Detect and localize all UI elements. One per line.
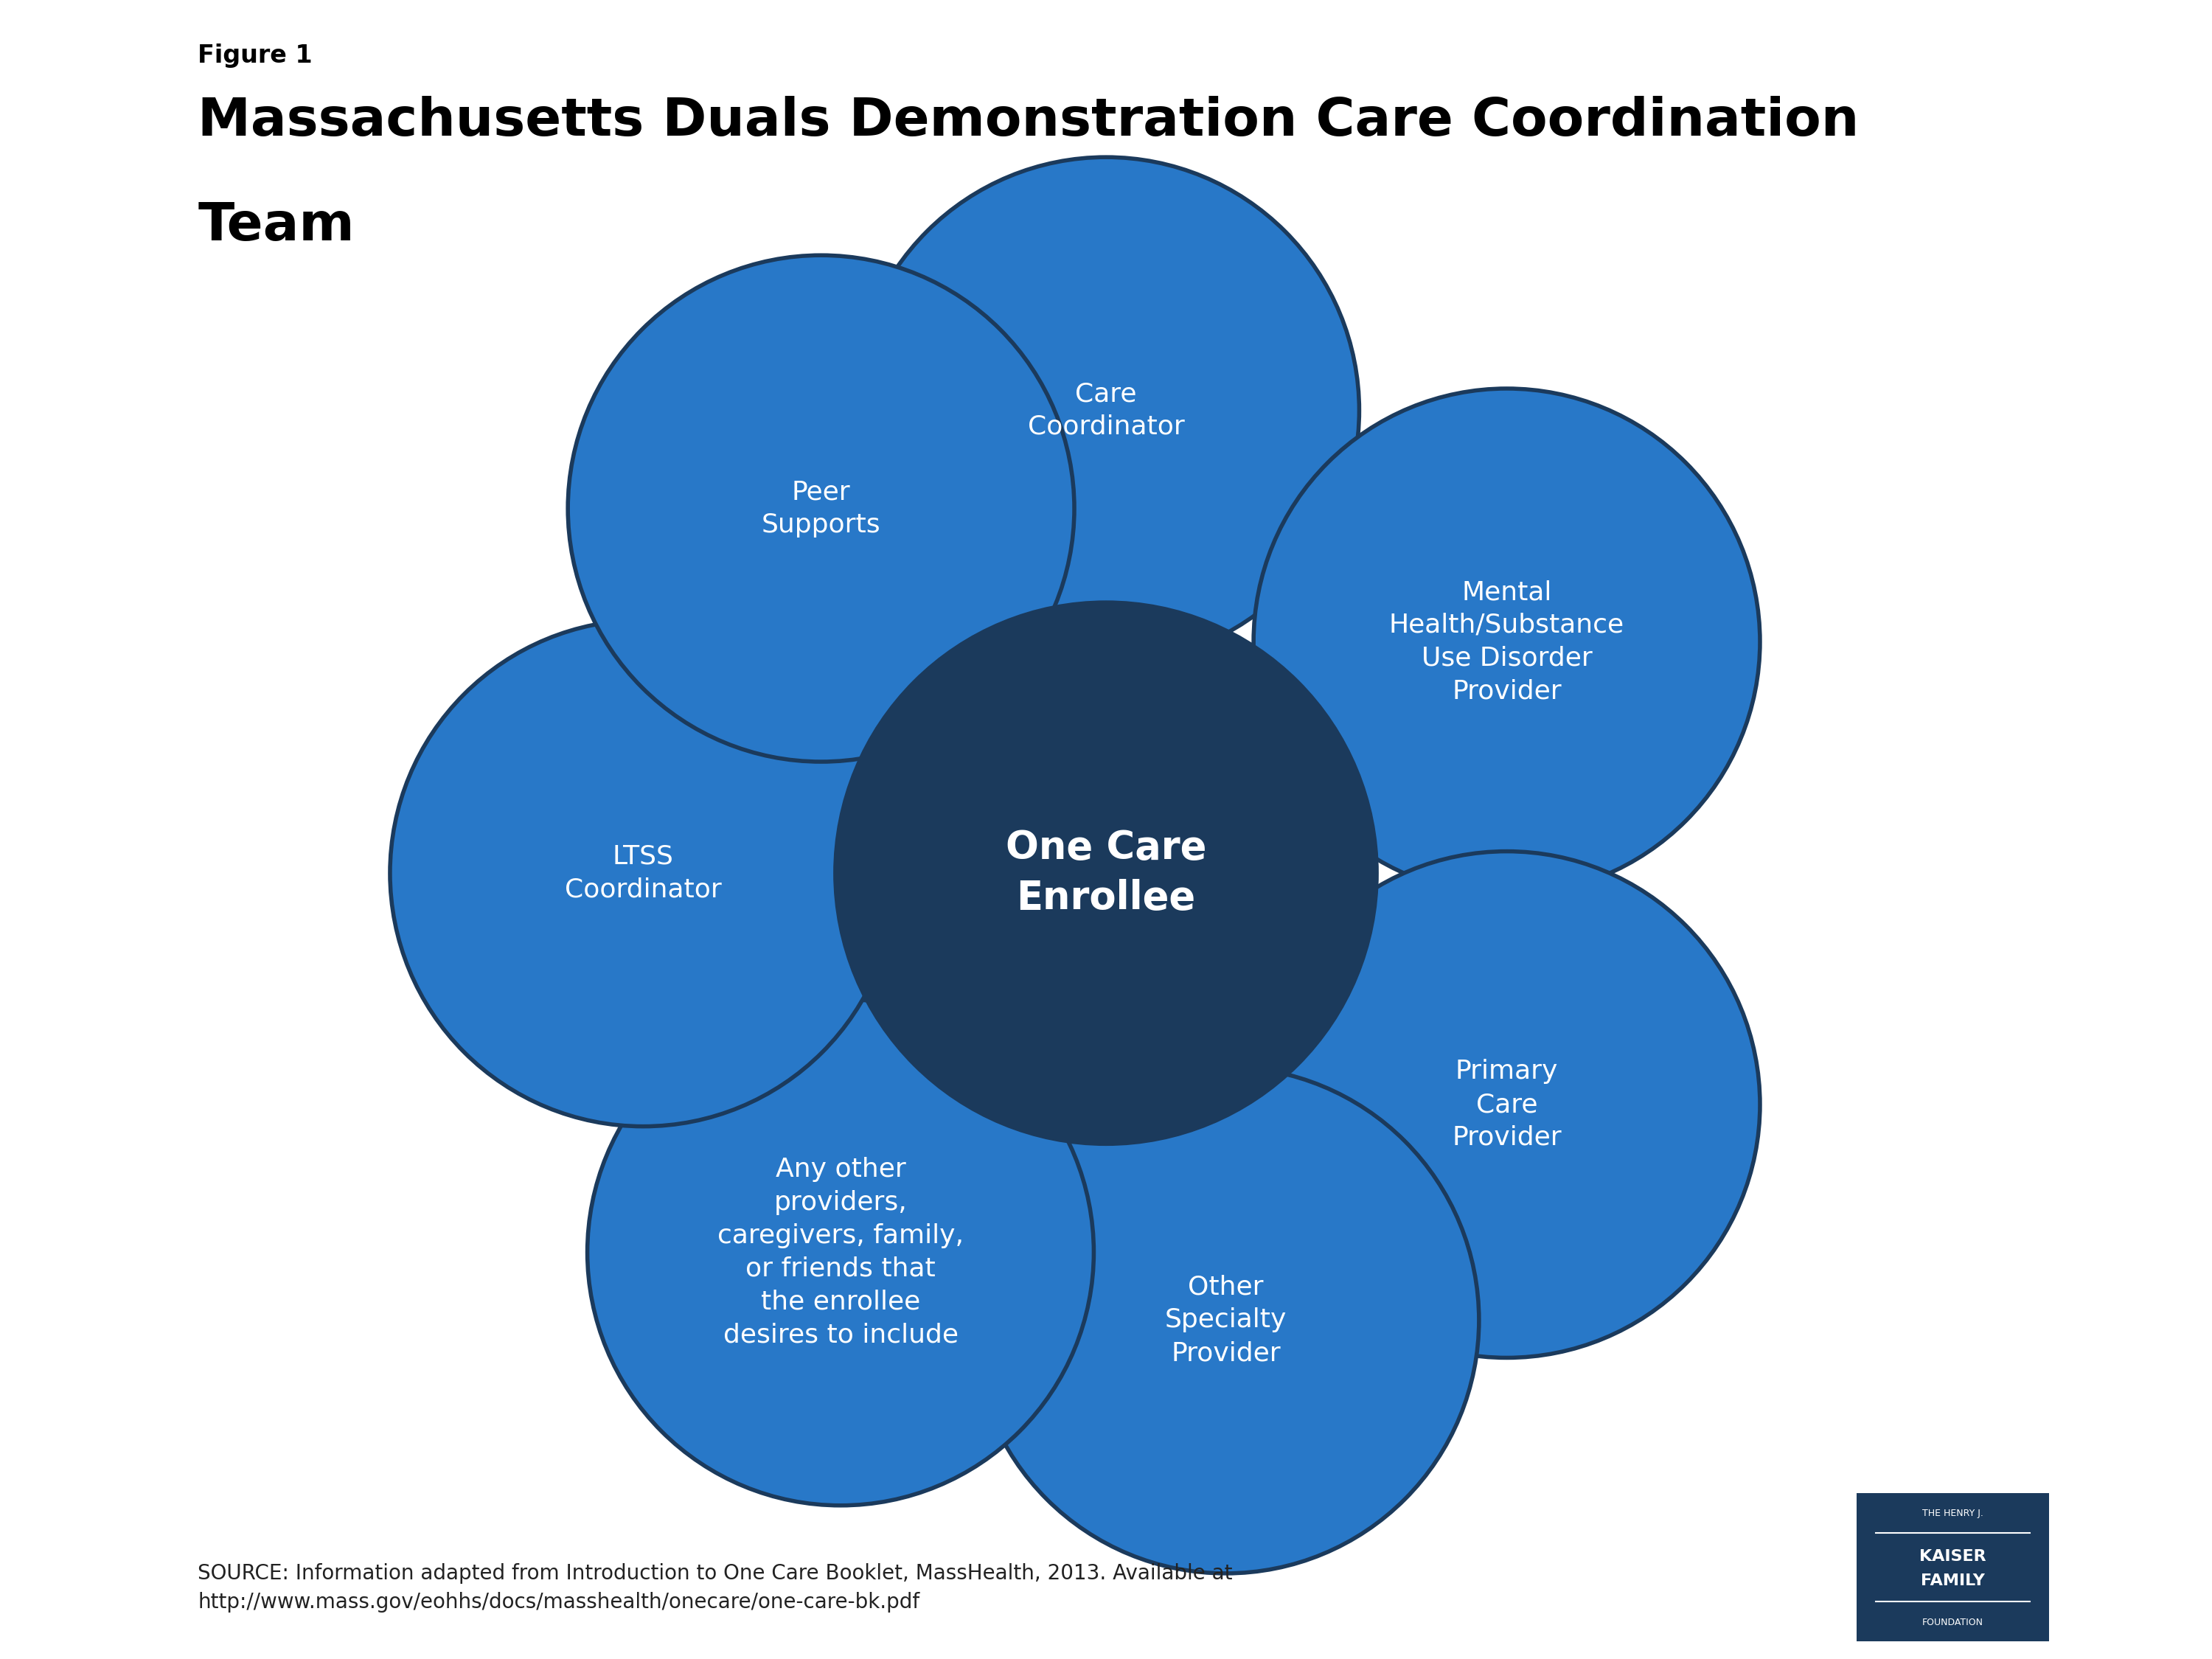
Text: FOUNDATION: FOUNDATION (1922, 1618, 1984, 1627)
Text: Care
Coordinator: Care Coordinator (1029, 382, 1183, 440)
Circle shape (836, 602, 1376, 1143)
Text: THE HENRY J.: THE HENRY J. (1922, 1508, 1984, 1518)
Text: Peer
Supports: Peer Supports (761, 479, 880, 538)
Circle shape (854, 158, 1358, 664)
Circle shape (1254, 851, 1761, 1357)
Text: Any other
providers,
caregivers, family,
or friends that
the enrollee
desires to: Any other providers, caregivers, family,… (717, 1156, 964, 1347)
Circle shape (588, 999, 1093, 1505)
Text: Figure 1: Figure 1 (197, 43, 312, 68)
Text: SOURCE: Information adapted from Introduction to One Care Booklet, MassHealth, 2: SOURCE: Information adapted from Introdu… (197, 1563, 1232, 1613)
Text: Primary
Care
Provider: Primary Care Provider (1451, 1058, 1562, 1150)
Text: Mental
Health/Substance
Use Disorder
Provider: Mental Health/Substance Use Disorder Pro… (1389, 579, 1624, 703)
Text: FAMILY: FAMILY (1920, 1573, 1984, 1588)
Text: Massachusetts Duals Demonstration Care Coordination: Massachusetts Duals Demonstration Care C… (197, 96, 1860, 148)
Circle shape (1254, 388, 1761, 894)
Bar (1856, 1493, 2048, 1641)
Circle shape (568, 255, 1075, 761)
Text: Team: Team (197, 201, 354, 252)
Circle shape (389, 620, 896, 1126)
Text: KAISER: KAISER (1920, 1550, 1986, 1563)
Text: One Care
Enrollee: One Care Enrollee (1006, 830, 1206, 917)
Text: LTSS
Coordinator: LTSS Coordinator (564, 844, 721, 902)
Circle shape (973, 1067, 1480, 1573)
Text: Other
Specialty
Provider: Other Specialty Provider (1166, 1274, 1287, 1365)
